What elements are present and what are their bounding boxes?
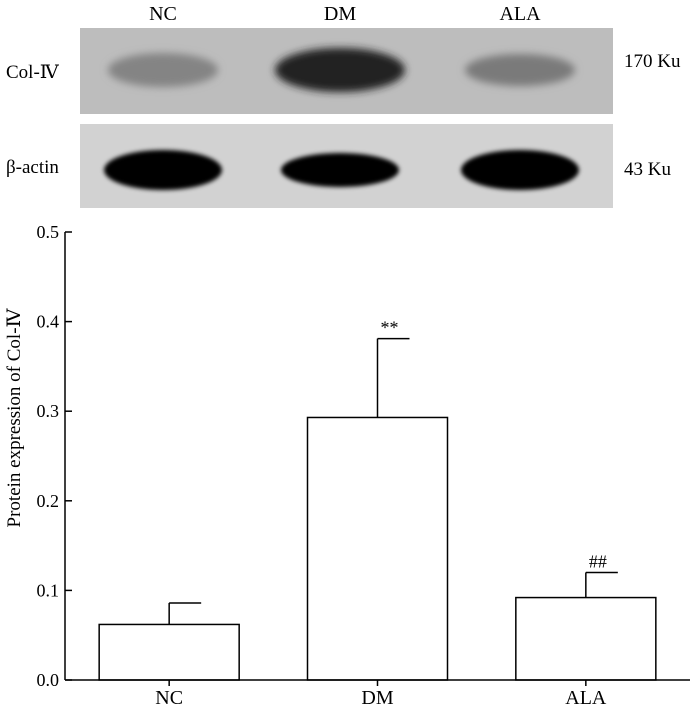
lane-label-ala: ALA xyxy=(499,3,541,25)
y-tick-label: 0.1 xyxy=(37,580,60,600)
x-tick-label-dm: DM xyxy=(361,687,393,706)
blot-size-col-iv: 170 Ku xyxy=(624,51,681,72)
x-tick-label-ala: ALA xyxy=(565,687,607,706)
bar-ala xyxy=(515,596,657,681)
blot-band-1-0 xyxy=(104,150,222,190)
blot-band-0-0 xyxy=(108,53,218,87)
blot-band-1-1 xyxy=(281,153,399,187)
x-tick-label-nc: NC xyxy=(155,687,183,706)
blot-row-label-beta-actin: β-actin xyxy=(6,157,59,178)
bars: ** ## xyxy=(98,318,657,681)
y-tick-label: 0.4 xyxy=(37,312,60,332)
blot-band-1-2 xyxy=(461,150,579,190)
beta-actin-bands xyxy=(104,150,579,190)
y-tick-label: 0.2 xyxy=(37,491,60,511)
blot-band-0-2 xyxy=(465,54,575,86)
bar-dm xyxy=(306,416,449,681)
blot-band-0-1 xyxy=(275,48,405,92)
lane-label-nc: NC xyxy=(149,3,177,25)
western-blot: NC DM ALA Col-Ⅳ β-actin 170 Ku 43 Ku xyxy=(6,3,681,208)
bar-nc xyxy=(98,623,240,681)
significance-ala: ## xyxy=(589,551,607,571)
y-axis-label: Protein expression of Col-Ⅳ xyxy=(4,307,25,527)
significance-dm: ** xyxy=(381,318,399,338)
y-axis: 0.0 0.1 0.2 0.3 0.4 0.5 xyxy=(37,222,72,690)
x-axis: NC DM ALA xyxy=(65,679,690,706)
y-tick-label: 0.0 xyxy=(37,670,60,690)
y-tick-label: 0.5 xyxy=(37,222,60,242)
lane-label-dm: DM xyxy=(324,3,356,25)
col-iv-bands xyxy=(108,48,575,92)
y-tick-label: 0.3 xyxy=(37,401,60,421)
blot-size-beta-actin: 43 Ku xyxy=(624,159,671,180)
bar-chart: Protein expression of Col-Ⅳ 0.0 0.1 0.2 0.3… xyxy=(4,222,690,706)
blot-row-label-col-iv: Col-Ⅳ xyxy=(6,62,60,83)
